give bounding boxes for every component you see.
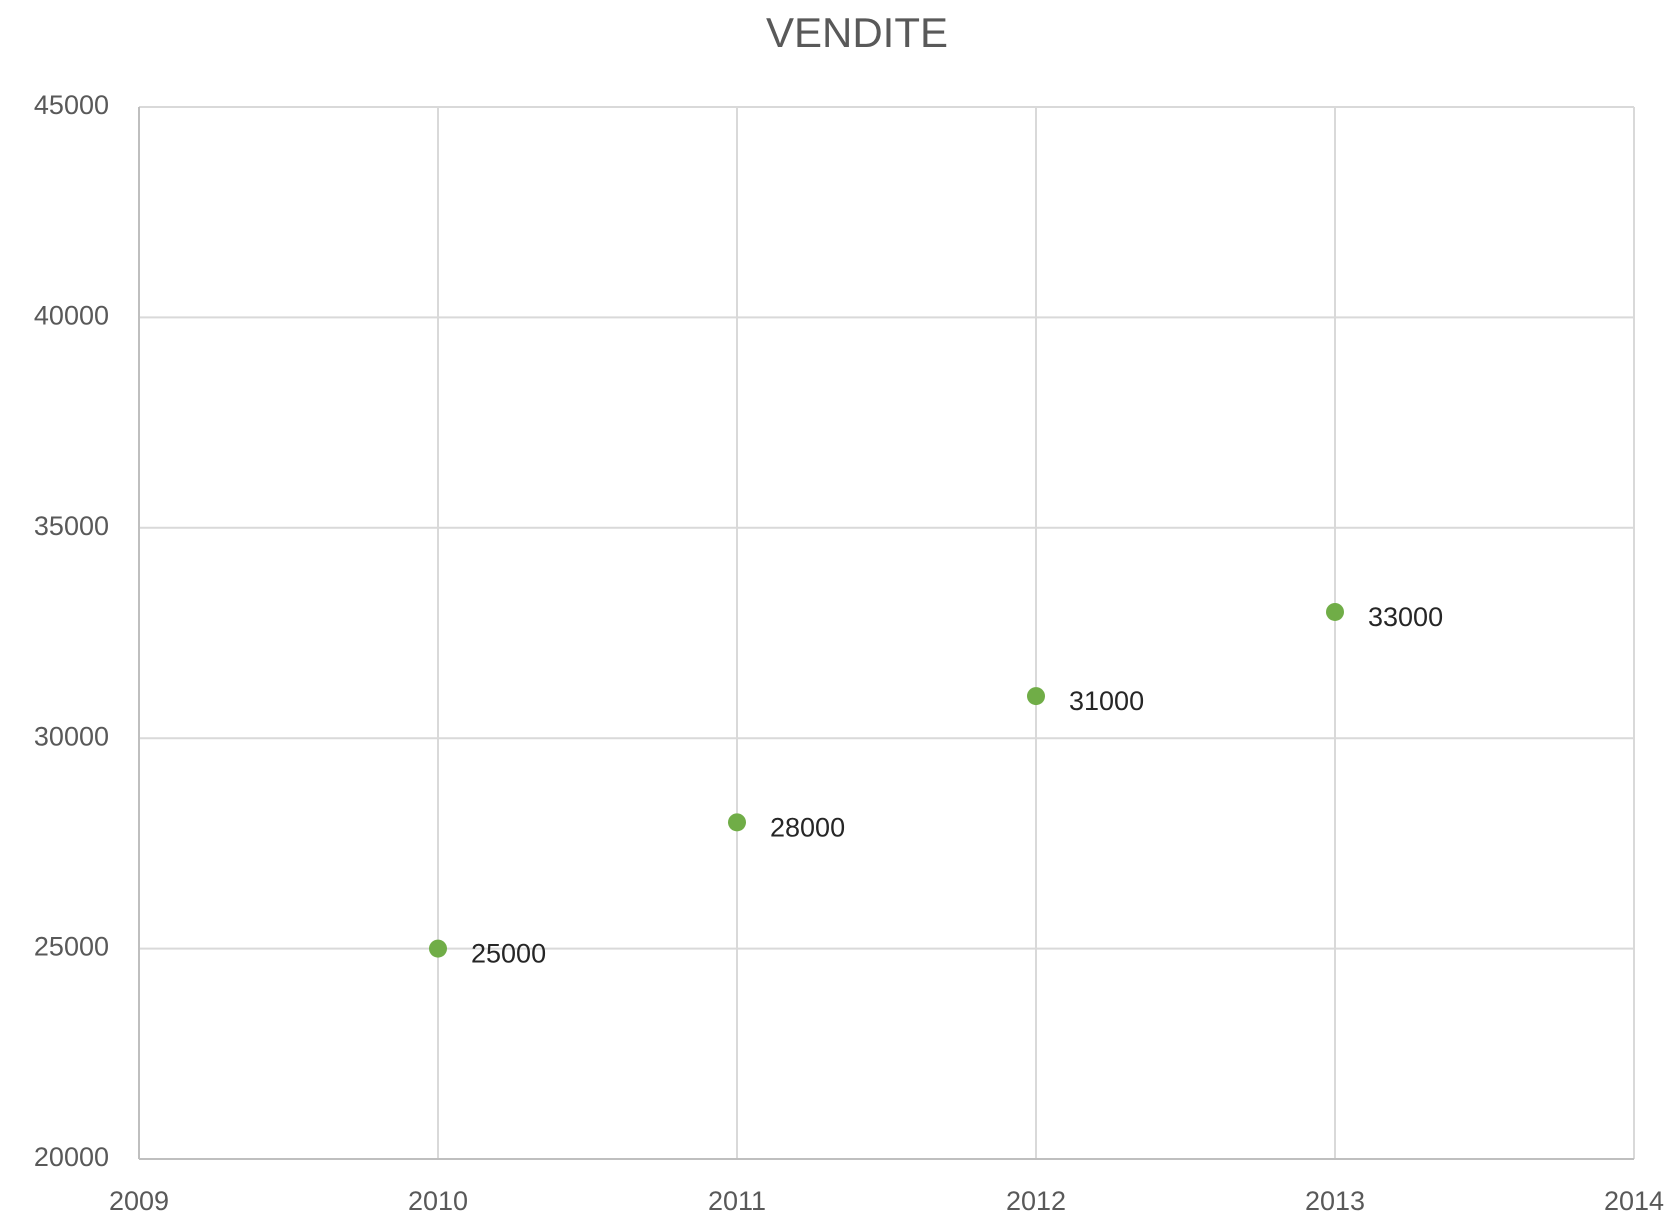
data-label: 25000 bbox=[471, 939, 546, 969]
data-label: 31000 bbox=[1069, 686, 1144, 716]
point bbox=[429, 939, 447, 958]
data-label: 33000 bbox=[1368, 602, 1443, 632]
x-tick-label: 2010 bbox=[408, 1186, 468, 1216]
y-tick-label: 35000 bbox=[34, 511, 109, 541]
y-tick-label: 20000 bbox=[34, 1142, 109, 1172]
point bbox=[1326, 602, 1344, 621]
point bbox=[728, 813, 746, 832]
chart-title: VENDITE bbox=[766, 9, 948, 56]
x-tick-label: 2011 bbox=[708, 1186, 766, 1216]
point bbox=[1027, 687, 1045, 706]
y-tick-label: 30000 bbox=[34, 721, 109, 751]
x-tick-label: 2013 bbox=[1305, 1186, 1365, 1216]
x-tick-label: 2012 bbox=[1006, 1186, 1066, 1216]
x-tick-label: 2014 bbox=[1604, 1186, 1664, 1216]
y-tick-label: 45000 bbox=[34, 90, 109, 120]
y-tick-label: 40000 bbox=[34, 301, 109, 331]
y-tick-label: 25000 bbox=[34, 932, 109, 962]
data-label: 28000 bbox=[770, 812, 845, 842]
x-tick-label: 2009 bbox=[109, 1186, 169, 1216]
